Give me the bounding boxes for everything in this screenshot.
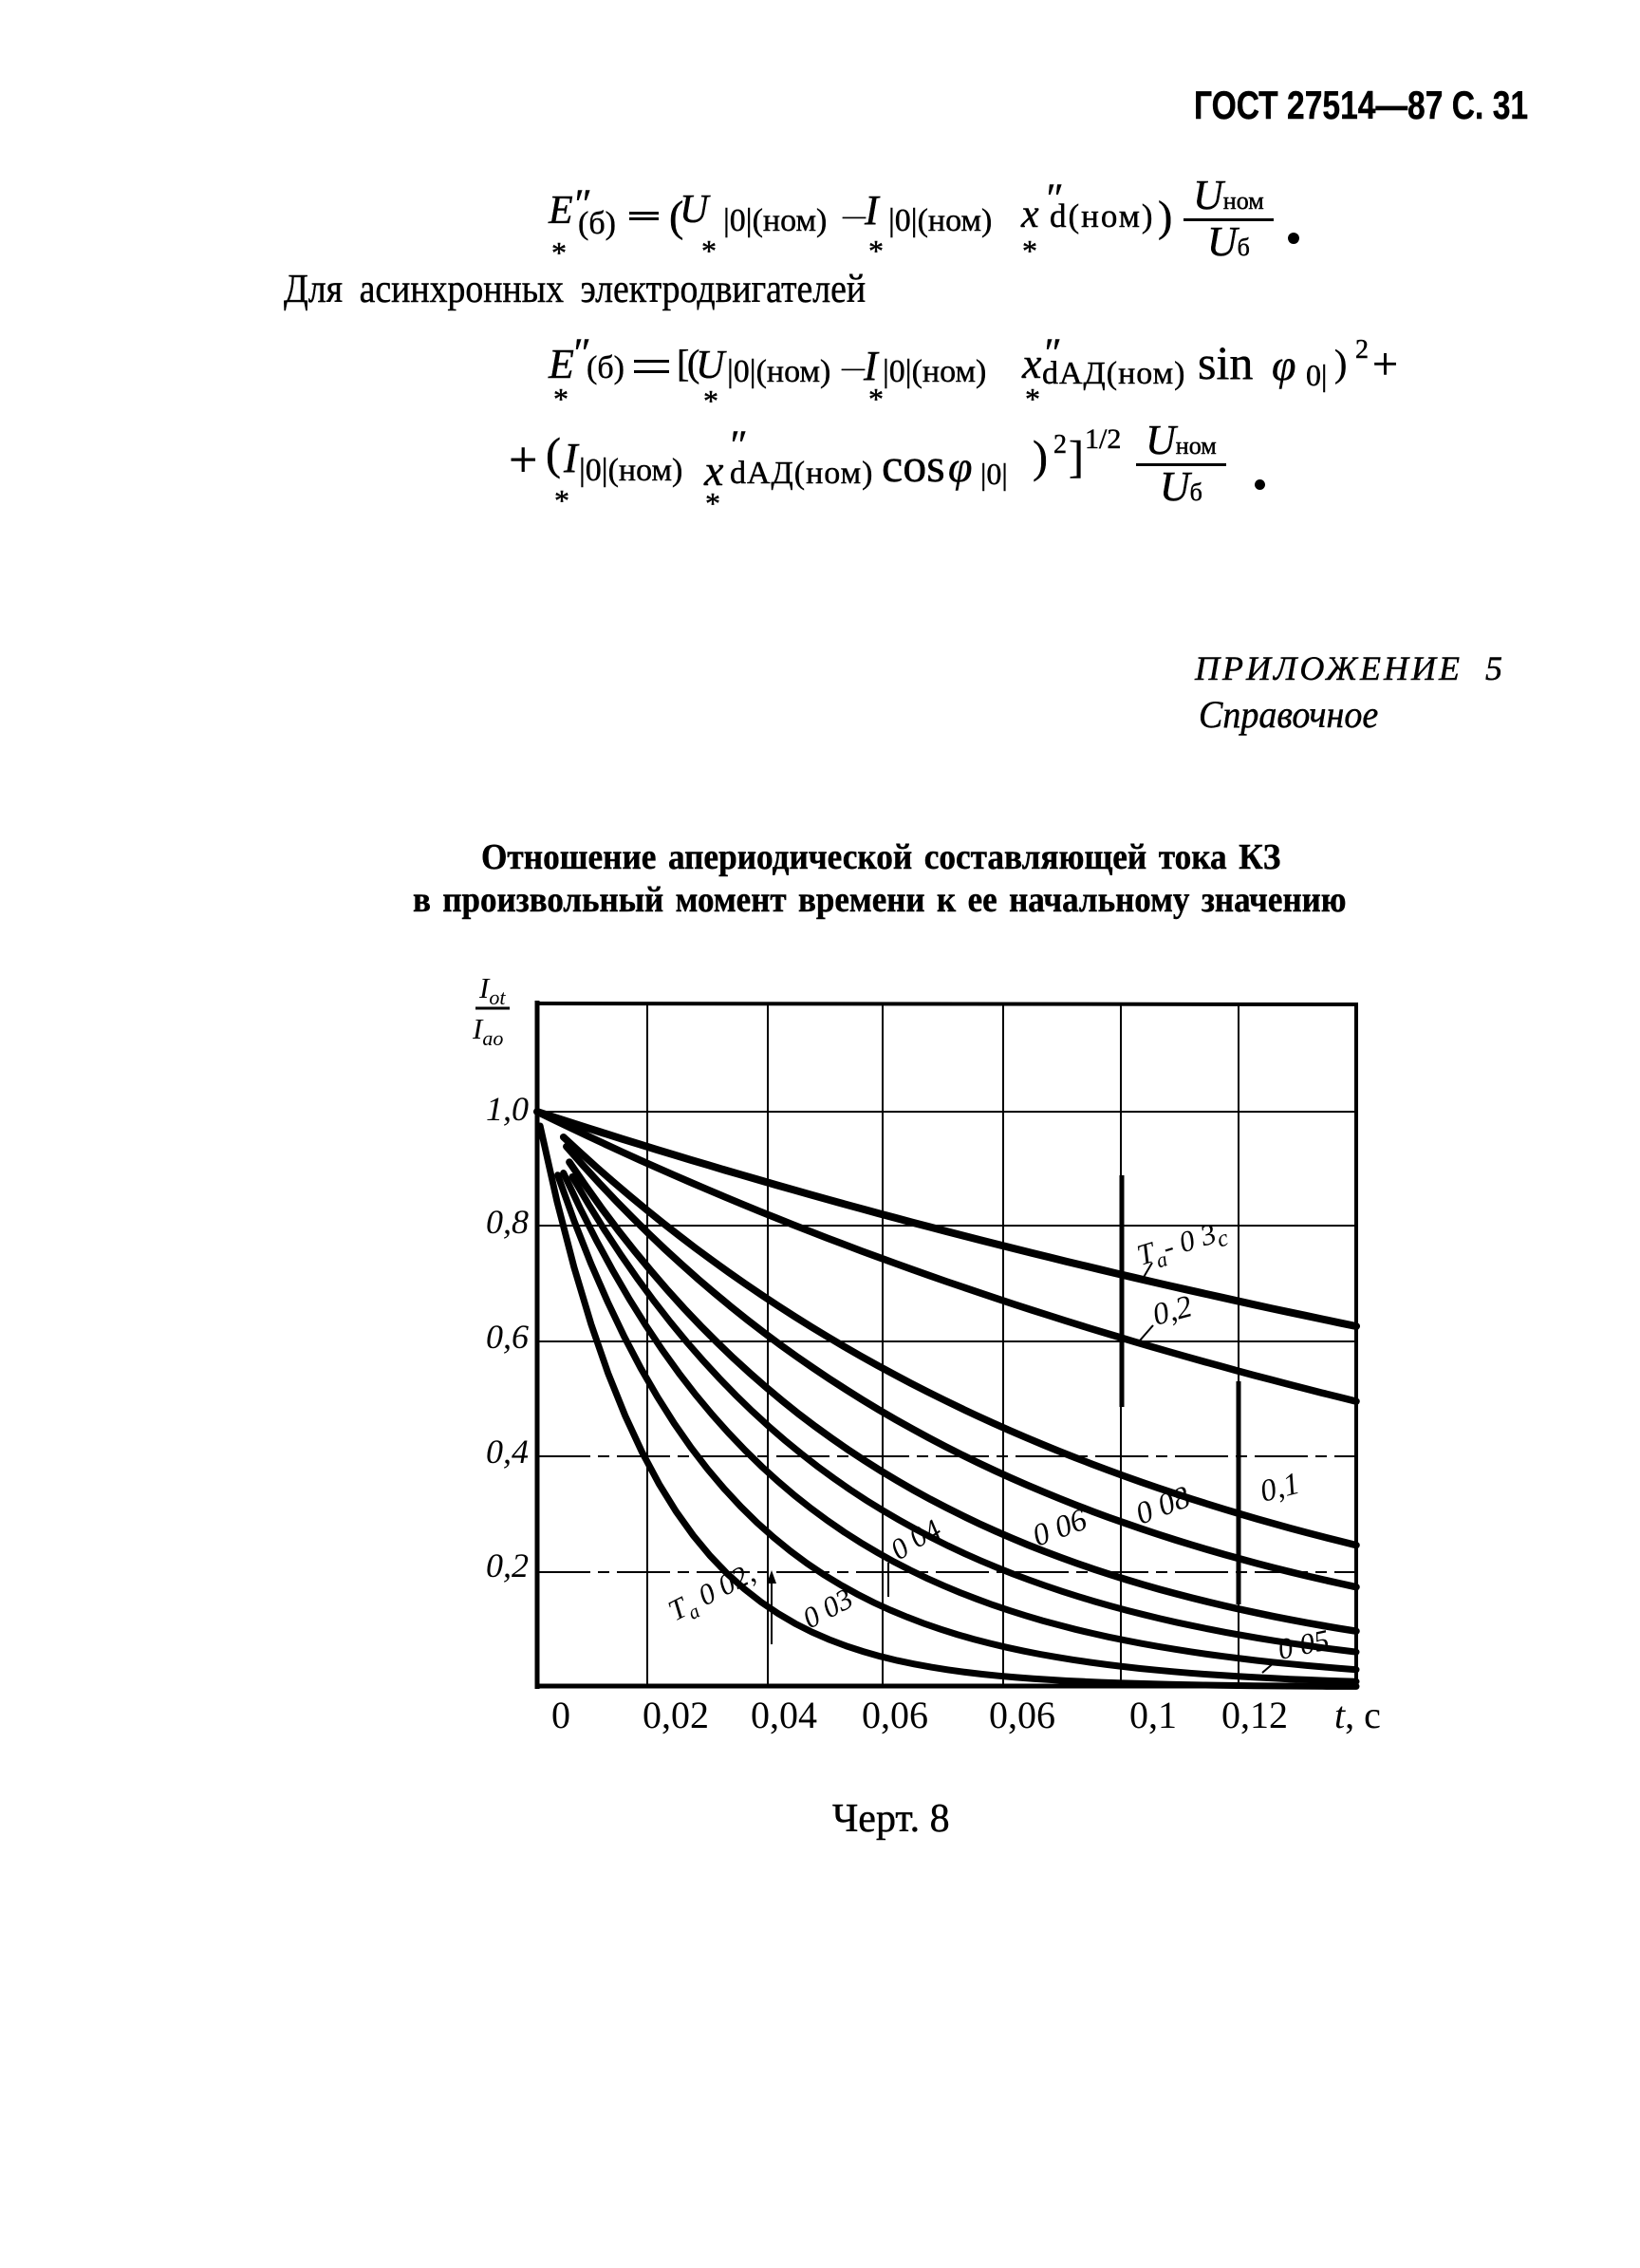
svg-text:0,06: 0,06 <box>862 1694 928 1736</box>
svg-text:0 05: 0 05 <box>1275 1622 1332 1666</box>
svg-text:0 08: 0 08 <box>1131 1480 1195 1531</box>
svg-text:Iot: Iot <box>478 971 506 1009</box>
svg-text:0,12: 0,12 <box>1221 1694 1288 1736</box>
svg-text:0,1: 0,1 <box>1257 1467 1303 1509</box>
svg-text:Iao: Iao <box>472 1012 503 1050</box>
svg-text:0,2: 0,2 <box>1149 1289 1196 1332</box>
svg-text:0,4: 0,4 <box>486 1433 529 1471</box>
svg-text:0,1: 0,1 <box>1129 1694 1177 1736</box>
svg-text:0,6: 0,6 <box>486 1318 529 1356</box>
svg-text:t, c: t, c <box>1334 1694 1381 1736</box>
svg-text:0: 0 <box>551 1694 570 1736</box>
svg-text:0,06: 0,06 <box>989 1694 1055 1736</box>
svg-text:Ta- 0 3c: Ta- 0 3c <box>1133 1213 1232 1277</box>
svg-text:1,0: 1,0 <box>486 1090 529 1128</box>
svg-text:0,04: 0,04 <box>751 1694 817 1736</box>
svg-text:0,2: 0,2 <box>486 1546 529 1584</box>
svg-text:0,02: 0,02 <box>643 1694 709 1736</box>
svg-text:0,8: 0,8 <box>486 1203 529 1241</box>
svg-text:0 06: 0 06 <box>1028 1503 1091 1554</box>
